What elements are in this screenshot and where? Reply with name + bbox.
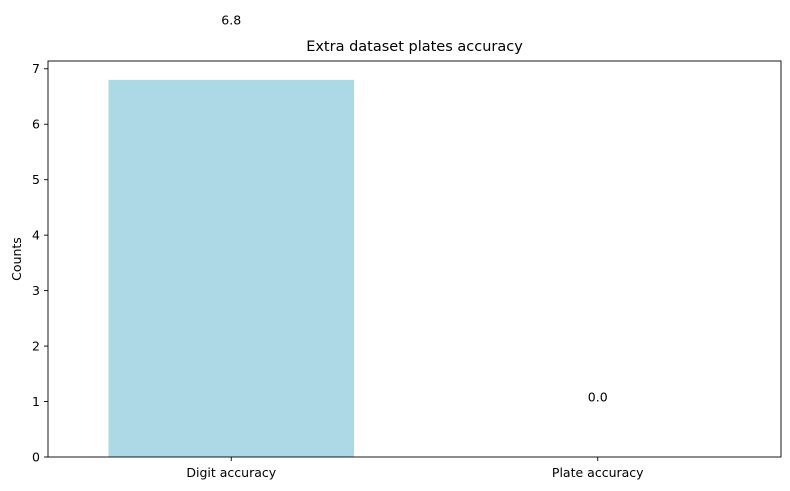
y-tick-label: 6 xyxy=(32,117,40,132)
plot-area xyxy=(108,79,355,457)
y-tick-label: 5 xyxy=(32,172,40,187)
y-tick-label: 3 xyxy=(32,283,40,298)
y-tick-label: 7 xyxy=(32,61,40,76)
data-labels: 6.8 0.0 xyxy=(221,12,607,404)
y-tick-label: 0 xyxy=(32,449,40,464)
data-label: 0.0 xyxy=(588,390,608,405)
x-axis: Digit accuracy Plate accuracy xyxy=(186,457,644,480)
x-tick-label: Plate accuracy xyxy=(552,465,644,480)
y-tick-label: 1 xyxy=(32,394,40,409)
y-tick-label: 2 xyxy=(32,338,40,353)
bar-digit-accuracy xyxy=(108,79,355,457)
chart-title: Extra dataset plates accuracy xyxy=(306,39,523,55)
x-tick-label: Digit accuracy xyxy=(186,465,276,480)
data-label: 6.8 xyxy=(221,12,241,27)
y-axis-label: Counts xyxy=(9,237,24,281)
y-tick-label: 4 xyxy=(32,227,40,242)
y-axis: 0 1 2 3 4 5 6 7 xyxy=(32,61,48,464)
axes-frame xyxy=(47,60,782,458)
